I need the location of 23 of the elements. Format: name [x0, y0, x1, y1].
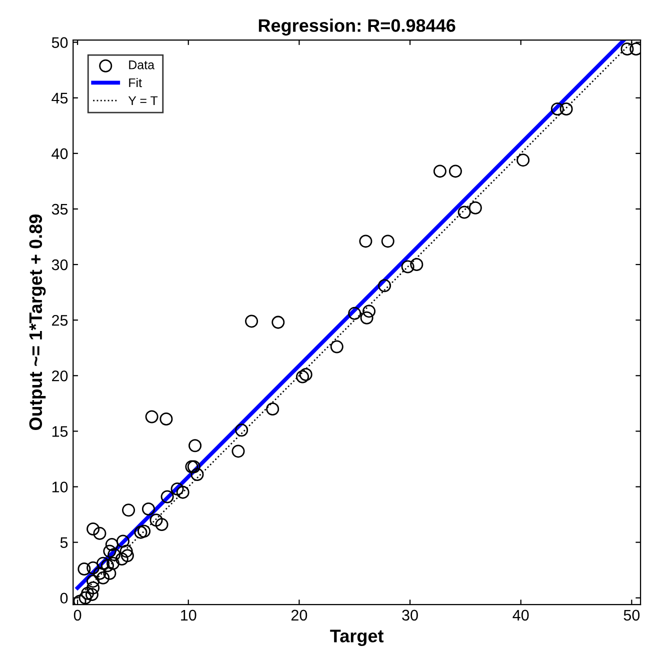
- y-tick-label: 20: [52, 370, 68, 382]
- y-tick-label: 0: [60, 592, 68, 604]
- x-tick-label: 30: [402, 610, 418, 621]
- chart-title: Regression: R=0.98446: [258, 18, 456, 36]
- y-tick-label: 15: [52, 426, 68, 437]
- y-tick-label: 5: [60, 537, 68, 548]
- y-tick-label: 10: [52, 482, 68, 492]
- legend-label: Y = T: [128, 96, 158, 105]
- x-tick-label: 0: [74, 610, 82, 621]
- y-tick-label: 50: [52, 37, 68, 48]
- y-tick-label: 40: [52, 148, 68, 160]
- x-tick-label: 10: [181, 610, 196, 621]
- y-axis-title: Output ~= 1*Target + 0.89: [29, 214, 46, 430]
- x-tick-label: 50: [624, 610, 640, 621]
- x-axis-title: Target: [330, 630, 384, 646]
- legend-label: Data: [129, 60, 155, 70]
- x-tick-label: 20: [291, 610, 308, 621]
- x-tick-label: 40: [512, 610, 529, 621]
- y-tick-label: 30: [52, 259, 68, 270]
- y-tick-label: 25: [52, 314, 68, 326]
- y-tick-label: 35: [52, 204, 68, 215]
- y-tick-label: 45: [52, 92, 68, 104]
- legend-label: Fit: [129, 78, 142, 88]
